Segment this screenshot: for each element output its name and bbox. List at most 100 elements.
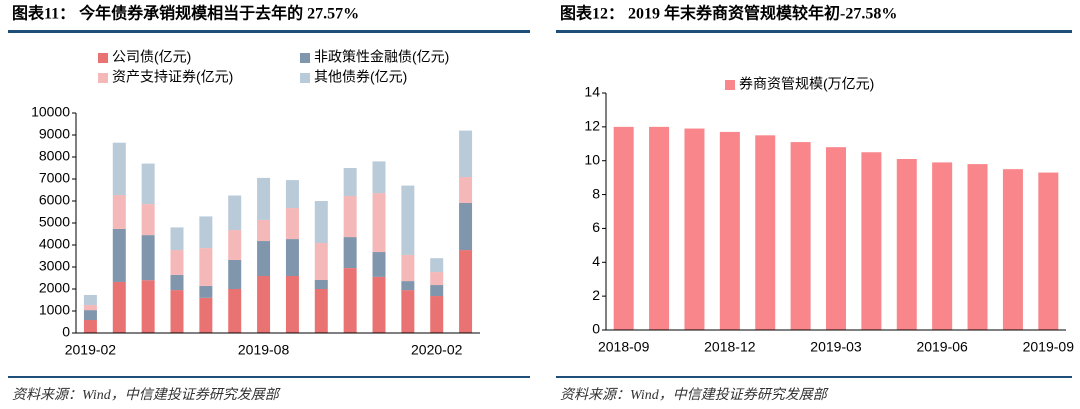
y-tick-label: 9000 xyxy=(39,126,70,142)
bar xyxy=(826,147,846,330)
bar xyxy=(314,243,328,280)
bar xyxy=(401,290,415,333)
legend-label: 公司债(亿元) xyxy=(112,49,191,65)
bar xyxy=(401,281,415,291)
bar xyxy=(199,248,213,286)
bar xyxy=(1038,172,1059,330)
bar xyxy=(861,152,882,330)
bar xyxy=(112,228,126,282)
bar xyxy=(314,279,328,289)
footer-rule xyxy=(8,376,530,378)
y-tick-label: 6 xyxy=(592,219,600,235)
bar xyxy=(459,250,473,333)
bar xyxy=(314,201,328,244)
legend-swatch xyxy=(725,80,735,90)
x-tick-label: 2019-02 xyxy=(65,342,117,358)
y-tick-label: 6000 xyxy=(39,192,70,208)
y-tick-label: 4 xyxy=(592,253,600,269)
legend-swatch xyxy=(300,73,310,83)
bar xyxy=(401,254,415,282)
y-tick-label: 4000 xyxy=(39,236,70,252)
bar xyxy=(372,193,386,253)
y-tick-label: 2 xyxy=(592,287,600,303)
bar xyxy=(343,268,357,333)
bar xyxy=(170,290,184,333)
chart-title: 图表11： 今年债券承销规模相当于去年的 27.57% xyxy=(12,4,359,23)
bar xyxy=(285,180,299,209)
bar xyxy=(343,195,357,238)
bar xyxy=(372,252,386,277)
bar xyxy=(684,128,705,330)
bar xyxy=(967,164,988,330)
bar xyxy=(228,195,242,231)
legend-label: 资产支持证券(亿元) xyxy=(112,69,233,85)
bar xyxy=(228,230,242,260)
bar xyxy=(896,159,917,330)
bar xyxy=(372,161,386,194)
bar xyxy=(459,202,473,251)
bar xyxy=(755,135,776,330)
bar xyxy=(719,131,740,330)
bar xyxy=(649,126,670,330)
title-rule xyxy=(556,30,1072,33)
bar xyxy=(228,259,242,289)
bar xyxy=(257,276,271,333)
bar xyxy=(430,272,444,286)
bar xyxy=(83,294,97,306)
bar xyxy=(112,195,126,229)
bar xyxy=(257,241,271,277)
y-tick-label: 8 xyxy=(592,185,600,201)
bar xyxy=(430,285,444,297)
legend-swatch xyxy=(300,53,310,63)
bar xyxy=(170,274,184,291)
bar xyxy=(790,142,811,330)
bar xyxy=(141,163,155,205)
legend-label: 券商资管规模(万亿元) xyxy=(739,76,874,92)
footer-rule xyxy=(556,376,1072,378)
source-note: 资料来源：Wind，中信建投证券研究发展部 xyxy=(12,387,281,403)
bar xyxy=(372,276,386,333)
legend-swatch xyxy=(98,73,108,83)
bar xyxy=(343,237,357,269)
bar xyxy=(228,289,242,333)
bar xyxy=(112,142,126,196)
bar xyxy=(285,208,299,240)
bar xyxy=(257,219,271,242)
bar xyxy=(430,258,444,273)
bar xyxy=(459,130,473,178)
bar xyxy=(141,204,155,236)
x-tick-label: 2018-12 xyxy=(704,339,756,355)
y-tick-label: 0 xyxy=(62,324,70,340)
bar xyxy=(170,250,184,275)
legend-swatch xyxy=(98,53,108,63)
x-tick-label: 2019-06 xyxy=(916,339,968,355)
y-tick-label: 10 xyxy=(584,151,600,167)
y-tick-label: 10000 xyxy=(31,104,70,120)
bar xyxy=(112,281,126,333)
bar xyxy=(1002,169,1023,330)
chart-title: 图表12： 2019 年末券商资管规模较年初-27.58% xyxy=(560,4,897,23)
bar xyxy=(199,216,213,249)
bar xyxy=(613,126,634,330)
bar xyxy=(83,310,97,321)
bar xyxy=(459,177,473,203)
bar xyxy=(141,280,155,333)
y-tick-label: 8000 xyxy=(39,148,70,164)
x-tick-label: 2019-09 xyxy=(1023,339,1075,355)
bar xyxy=(83,305,97,311)
bar xyxy=(170,227,184,251)
x-tick-label: 2019-03 xyxy=(810,339,862,355)
bar xyxy=(430,296,444,333)
bar xyxy=(932,162,953,330)
y-tick-label: 0 xyxy=(592,321,600,337)
y-tick-label: 5000 xyxy=(39,214,70,230)
x-tick-label: 2019-08 xyxy=(238,342,290,358)
bar xyxy=(199,297,213,333)
y-tick-label: 3000 xyxy=(39,258,70,274)
bar xyxy=(257,177,271,220)
legend-label: 其他债券(亿元) xyxy=(314,69,407,85)
title-rule xyxy=(8,30,530,33)
bar xyxy=(285,276,299,333)
bar xyxy=(285,239,299,277)
y-tick-label: 2000 xyxy=(39,280,70,296)
